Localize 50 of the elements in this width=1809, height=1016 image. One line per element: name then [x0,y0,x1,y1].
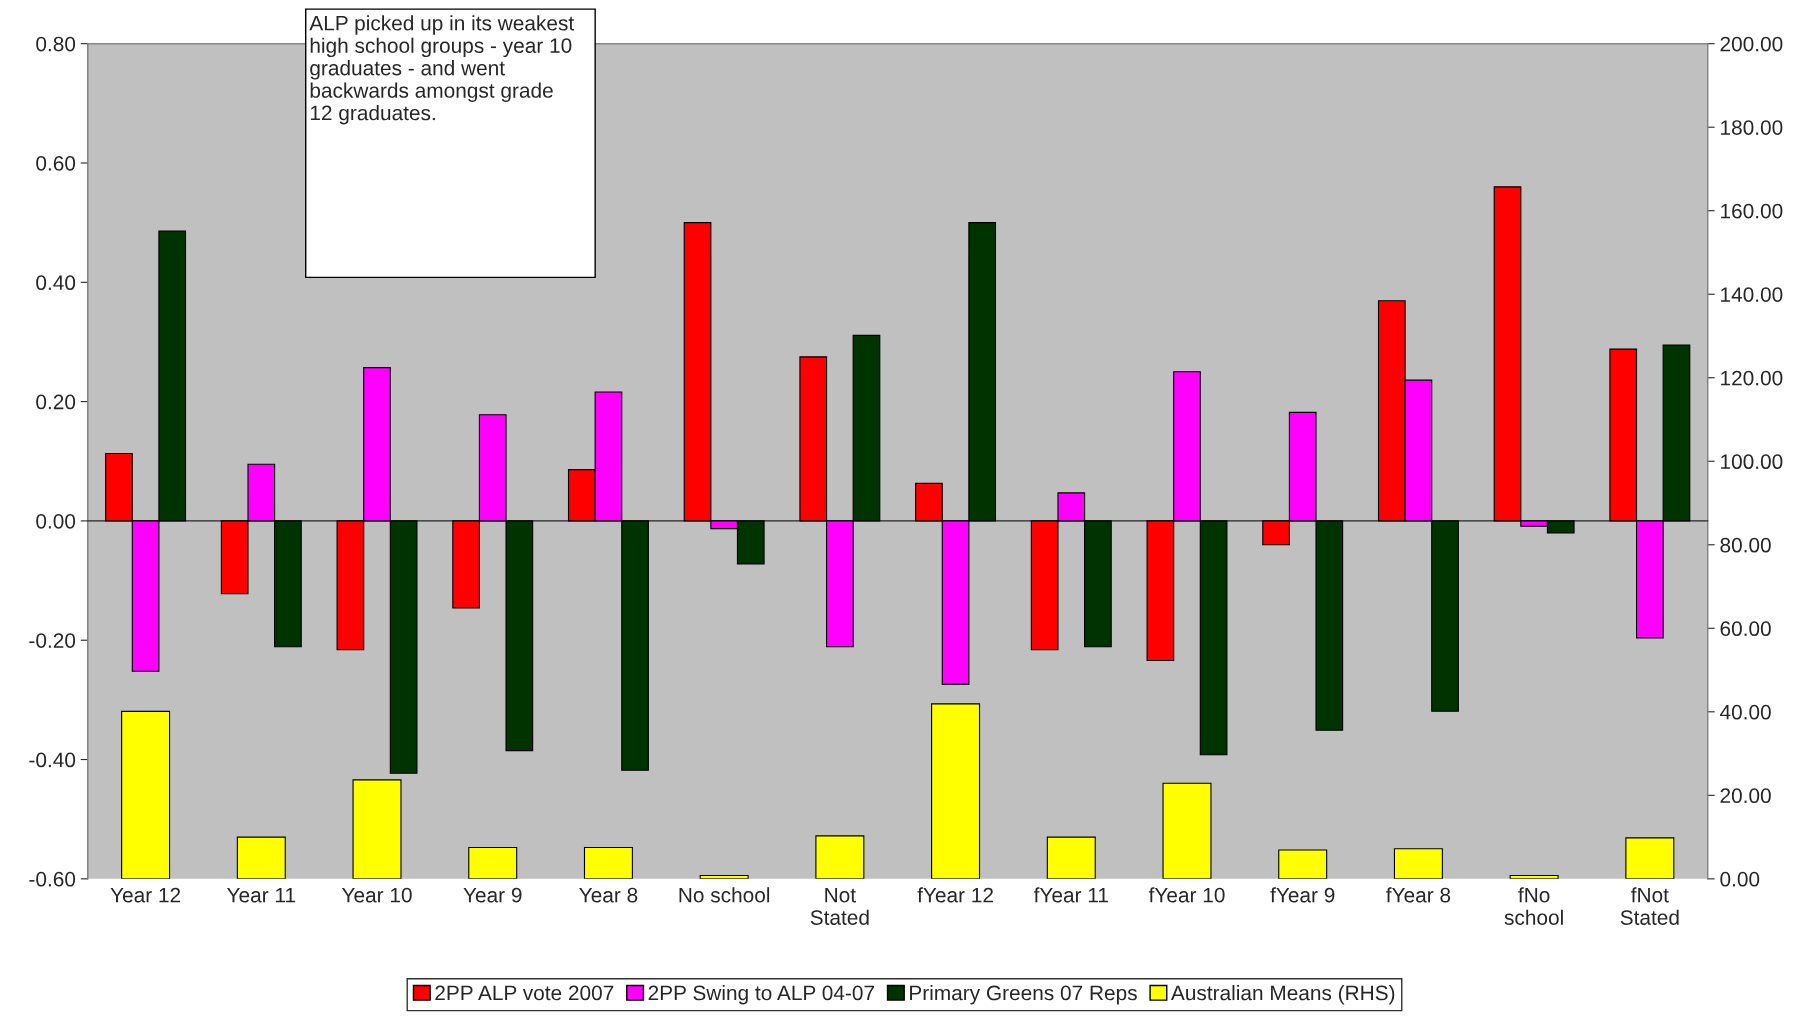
y-tick-label: -0.60 [29,871,76,887]
x-tick-label: fYear 10 [1148,887,1225,903]
bar [352,779,402,879]
bar [236,836,286,879]
bar [931,703,981,879]
y2-tick-label: 160.00 [1721,203,1783,219]
y-tick-label: 0.20 [36,394,76,410]
x-tick-label: Not Stated [810,887,869,925]
x-tick-label: Year 9 [463,887,522,903]
y2-tick-label: 0.00 [1720,871,1760,887]
y2-tick-label: 100.00 [1721,454,1783,470]
x-tick-label: fNot Stated [1620,887,1679,925]
annotation: ALP picked up in its weakest high school groups - year 10 graduates - and went backwards amongst grade 12 graduates. [309,15,575,125]
legend-label: 2PP Swing to ALP 04-07 [648,984,874,1005]
legend-label: 2PP ALP vote 2007 [435,985,614,1001]
x-tick-label: Year 10 [341,887,412,903]
y2-tick-label: 20.00 [1720,788,1771,804]
x-tick-label: No school [679,887,770,903]
y-tick-label: -0.20 [29,633,76,648]
bar [121,710,171,879]
y2-tick-label: 140.00 [1721,287,1783,302]
y2-tick-label: 180.00 [1721,120,1783,135]
x-tick-label: Year 8 [579,887,638,903]
y-tick-label: 0.80 [36,36,76,52]
x-tick-label: fYear 9 [1270,887,1335,903]
x-tick-label: Year 11 [227,887,296,903]
bar [815,835,865,879]
bar [1278,849,1328,879]
y2-tick-label: 80.00 [1720,537,1771,553]
y-tick-label: 0.00 [36,513,76,529]
y2-tick-label: 40.00 [1719,704,1771,720]
x-tick-label: fYear 12 [917,887,993,903]
x-tick-label: fYear 11 [1033,887,1108,903]
bar [583,846,633,879]
y2-tick-label: 60.00 [1720,621,1771,637]
legend-label: Primary Greens 07 Reps [910,984,1137,1005]
bar [468,846,518,879]
y-tick-label: -0.40 [29,752,76,768]
y-tick-label: 0.60 [36,156,76,171]
y2-tick-label: 200.00 [1720,36,1783,52]
bar [1625,837,1675,879]
x-tick-label: fNo school [1504,887,1563,925]
legend-label: Australian Means (RHS) [1170,984,1395,1005]
bar [1393,848,1443,879]
x-tick-label: fYear 8 [1386,887,1451,903]
x-tick-label: Year 12 [110,887,181,903]
y2-tick-label: 120.00 [1721,370,1783,386]
y-tick-label: 0.40 [36,275,76,291]
bar [1046,836,1096,879]
bar [1162,782,1212,879]
